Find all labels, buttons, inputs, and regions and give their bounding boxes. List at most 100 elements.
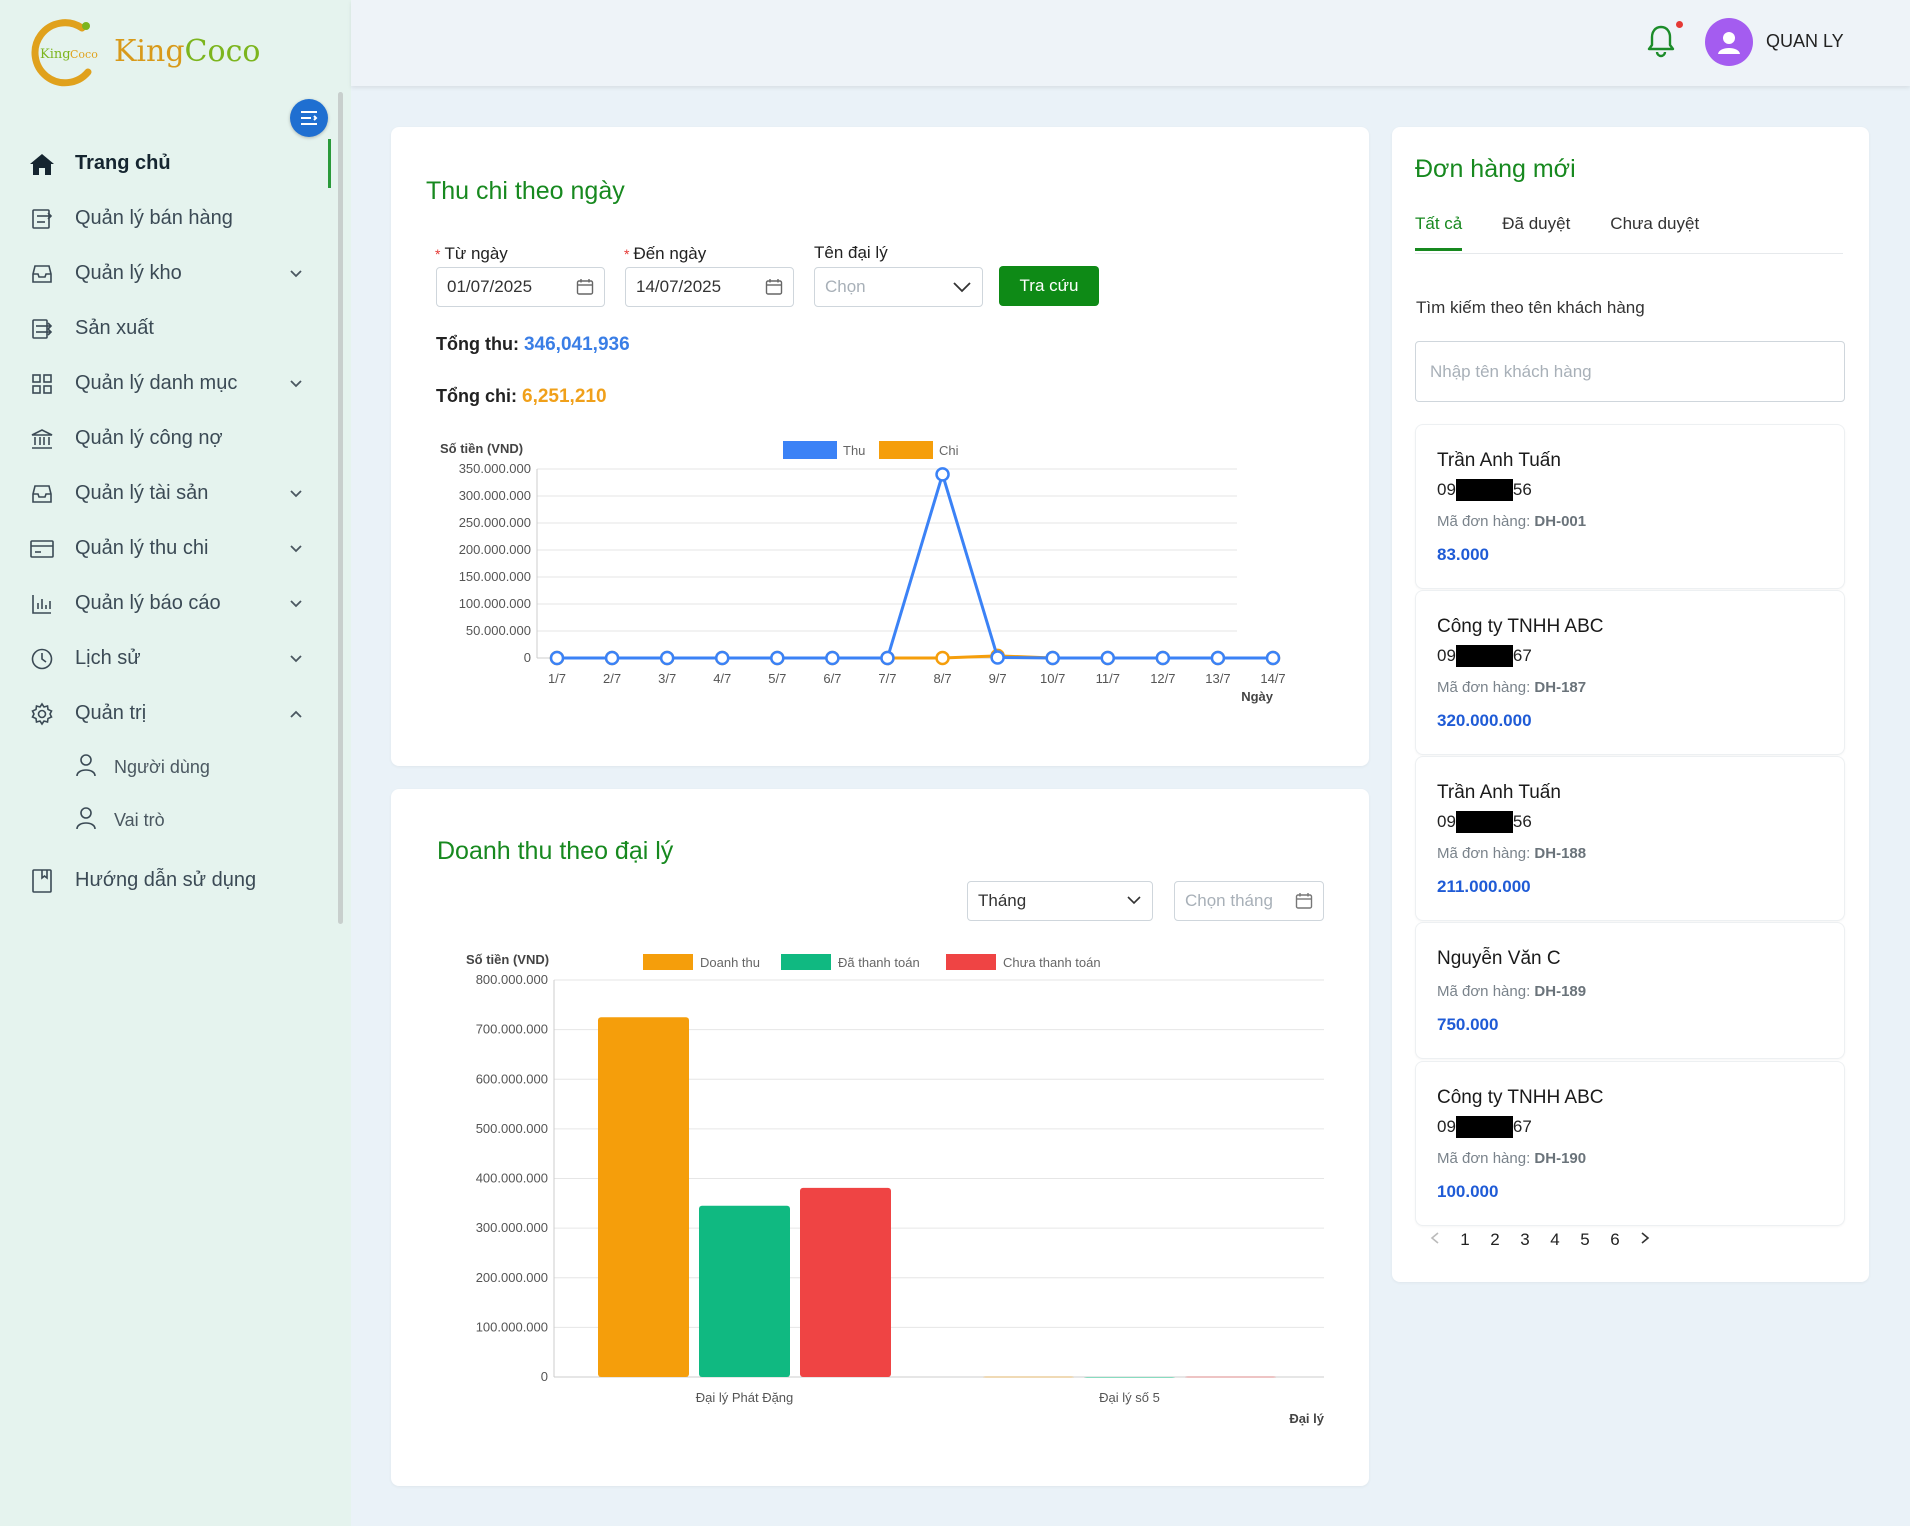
tab-all[interactable]: Tất cả <box>1415 214 1463 251</box>
page-6[interactable]: 6 <box>1610 1230 1620 1249</box>
order-amount: 211.000.000 <box>1437 877 1531 896</box>
sidebar-item-label: Quản lý báo cáo <box>75 592 221 614</box>
prev-page-icon[interactable] <box>1420 1230 1450 1250</box>
chevron-down-icon[interactable] <box>289 651 303 669</box>
order-code: Mã đơn hàng: DH-190 <box>1437 1150 1587 1167</box>
page-5[interactable]: 5 <box>1580 1230 1590 1249</box>
order-card[interactable]: Trần Anh Tuấn 09 56 Mã đơn hàng: DH-001 83.0… <box>1415 424 1845 589</box>
month-picker[interactable]: Chọn tháng <box>1174 881 1324 921</box>
sidebar-item[interactable]: Quản lý công nợ <box>0 411 331 466</box>
chevron-down-icon[interactable] <box>289 486 303 504</box>
chevron-down-icon[interactable] <box>289 376 303 394</box>
sidebar-item[interactable]: Quản lý thu chi <box>0 521 331 576</box>
agent-revenue-bar-chart: 0 100.000.000 200.000.000 300.000.000 400.00… <box>466 952 1325 1426</box>
avatar[interactable] <box>1705 18 1753 66</box>
sidebar-item-user-guide[interactable]: Hướng dẫn sử dụng <box>0 853 331 908</box>
customer-name: Trần Anh Tuấn <box>1437 782 1561 803</box>
customer-name: Nguyễn Văn C <box>1437 948 1561 969</box>
legend-swatch <box>946 954 996 970</box>
search-button[interactable]: Tra cứu <box>999 266 1099 306</box>
card-title: Đơn hàng mới <box>1415 155 1576 183</box>
y-tick-label: 700.000.000 <box>476 1022 548 1037</box>
y-tick-label: 300.000.000 <box>476 1220 548 1235</box>
card-title: Thu chi theo ngày <box>426 177 625 205</box>
data-point <box>714 650 730 666</box>
sidebar-item-label: Trang chủ <box>75 152 171 174</box>
legend-label: Chi <box>939 443 959 458</box>
x-tick-label: 13/7 <box>1205 671 1230 686</box>
sidebar-item[interactable]: Quản lý báo cáo <box>0 576 331 631</box>
sidebar-scrollbar[interactable] <box>338 92 343 924</box>
logo[interactable]: King Coco KingCoco <box>30 14 260 88</box>
period-select[interactable]: Tháng <box>967 881 1153 921</box>
data-point <box>990 650 1005 665</box>
sidebar-item[interactable]: Sản xuất <box>0 301 331 356</box>
redaction-mask <box>1455 479 1513 501</box>
sidebar-item[interactable]: Quản lý bán hàng <box>0 191 331 246</box>
sidebar-subitem[interactable]: Vai trò <box>0 794 331 847</box>
x-tick-label: 8/7 <box>933 671 951 686</box>
customer-search-input[interactable]: Nhập tên khách hàng <box>1415 341 1845 402</box>
order-card[interactable]: Nguyễn Văn C Mã đơn hàng: DH-189 750.000 <box>1415 922 1845 1059</box>
agent-select[interactable]: Chọn <box>814 267 983 307</box>
customer-phone: 09 56 <box>1437 479 1532 501</box>
page-1[interactable]: 1 <box>1460 1230 1470 1249</box>
sidebar-collapse-button[interactable] <box>290 99 328 137</box>
tab-pending[interactable]: Chưa duyệt <box>1610 214 1700 233</box>
x-tick-label: 12/7 <box>1150 671 1175 686</box>
sidebar-item-label: Lịch sử <box>75 647 141 669</box>
income-expense-line-chart: 0 50.000.000 100.000.000 150.000.000 200.000… <box>440 441 1286 704</box>
sidebar-item[interactable]: Trang chủ <box>0 136 331 191</box>
sidebar-item[interactable]: Lịch sử <box>0 631 331 686</box>
customer-phone: 09 67 <box>1437 1116 1532 1138</box>
from-date-input[interactable]: 01/07/2025 <box>436 267 605 307</box>
user-name[interactable]: QUAN LY <box>1766 31 1844 51</box>
bar <box>800 1187 891 1377</box>
sidebar-item[interactable]: Quản lý kho <box>0 246 331 301</box>
order-card[interactable]: Công ty TNHH ABC 09 67 Mã đơn hàng: DH-190 1… <box>1415 1061 1845 1226</box>
order-amount: 83.000 <box>1437 545 1489 564</box>
page-2[interactable]: 2 <box>1490 1230 1500 1249</box>
legend-label: Thu <box>843 443 865 458</box>
order-card[interactable]: Trần Anh Tuấn 09 56 Mã đơn hàng: DH-188 211.… <box>1415 756 1845 921</box>
chevron-up-icon[interactable] <box>289 706 303 724</box>
sidebar-item-label: Quản lý công nợ <box>75 427 223 449</box>
chevron-down-icon[interactable] <box>289 541 303 559</box>
from-date-label: * Từ ngày <box>435 244 508 263</box>
data-point <box>1210 650 1226 666</box>
data-point <box>1100 650 1116 666</box>
page-4[interactable]: 4 <box>1550 1230 1560 1249</box>
sidebar-menu: Trang chủ Quản lý bán hàng Quản lý kho Sản … <box>0 136 331 908</box>
tab-approved[interactable]: Đã duyệt <box>1502 214 1571 233</box>
svg-text:Coco: Coco <box>70 48 98 61</box>
y-axis-label: Số tiền (VND) <box>466 952 549 967</box>
sidebar-item-label: Sản xuất <box>75 317 154 339</box>
total-income: Tổng thu: 346,041,936 <box>436 334 630 355</box>
chevron-down-icon[interactable] <box>289 266 303 284</box>
order-amount: 750.000 <box>1437 1015 1499 1034</box>
notification-bell-icon[interactable] <box>1646 24 1676 63</box>
sidebar-item[interactable]: Quản lý danh mục <box>0 356 331 411</box>
sidebar: King Coco KingCoco Trang chủ Quản lý bán … <box>0 0 351 1526</box>
bank-icon <box>28 425 56 453</box>
sidebar-subitem-label: Vai trò <box>114 810 165 830</box>
sidebar-item[interactable]: Quản trị <box>0 686 331 741</box>
chevron-down-icon[interactable] <box>289 596 303 614</box>
y-tick-label: 100.000.000 <box>476 1319 548 1334</box>
page-3[interactable]: 3 <box>1520 1230 1530 1249</box>
to-date-input[interactable]: 14/07/2025 <box>625 267 794 307</box>
next-page-icon[interactable] <box>1630 1230 1660 1250</box>
order-card[interactable]: Công ty TNHH ABC 09 67 Mã đơn hàng: DH-187 3… <box>1415 590 1845 755</box>
user-avatar-icon <box>1718 32 1740 54</box>
book-icon <box>28 867 56 895</box>
sidebar-item[interactable]: Quản lý tài sản <box>0 466 331 521</box>
customer-name: Trần Anh Tuấn <box>1437 450 1561 471</box>
notification-dot <box>1676 21 1683 28</box>
user-icon <box>75 806 97 835</box>
sidebar-item-label: Quản lý bán hàng <box>75 207 233 229</box>
bar <box>1185 1376 1276 1378</box>
sidebar-subitem[interactable]: Người dùng <box>0 741 331 794</box>
gear-icon <box>28 700 56 728</box>
bar <box>983 1376 1074 1378</box>
x-tick-label: Đại lý Phát Đặng <box>696 1390 794 1405</box>
